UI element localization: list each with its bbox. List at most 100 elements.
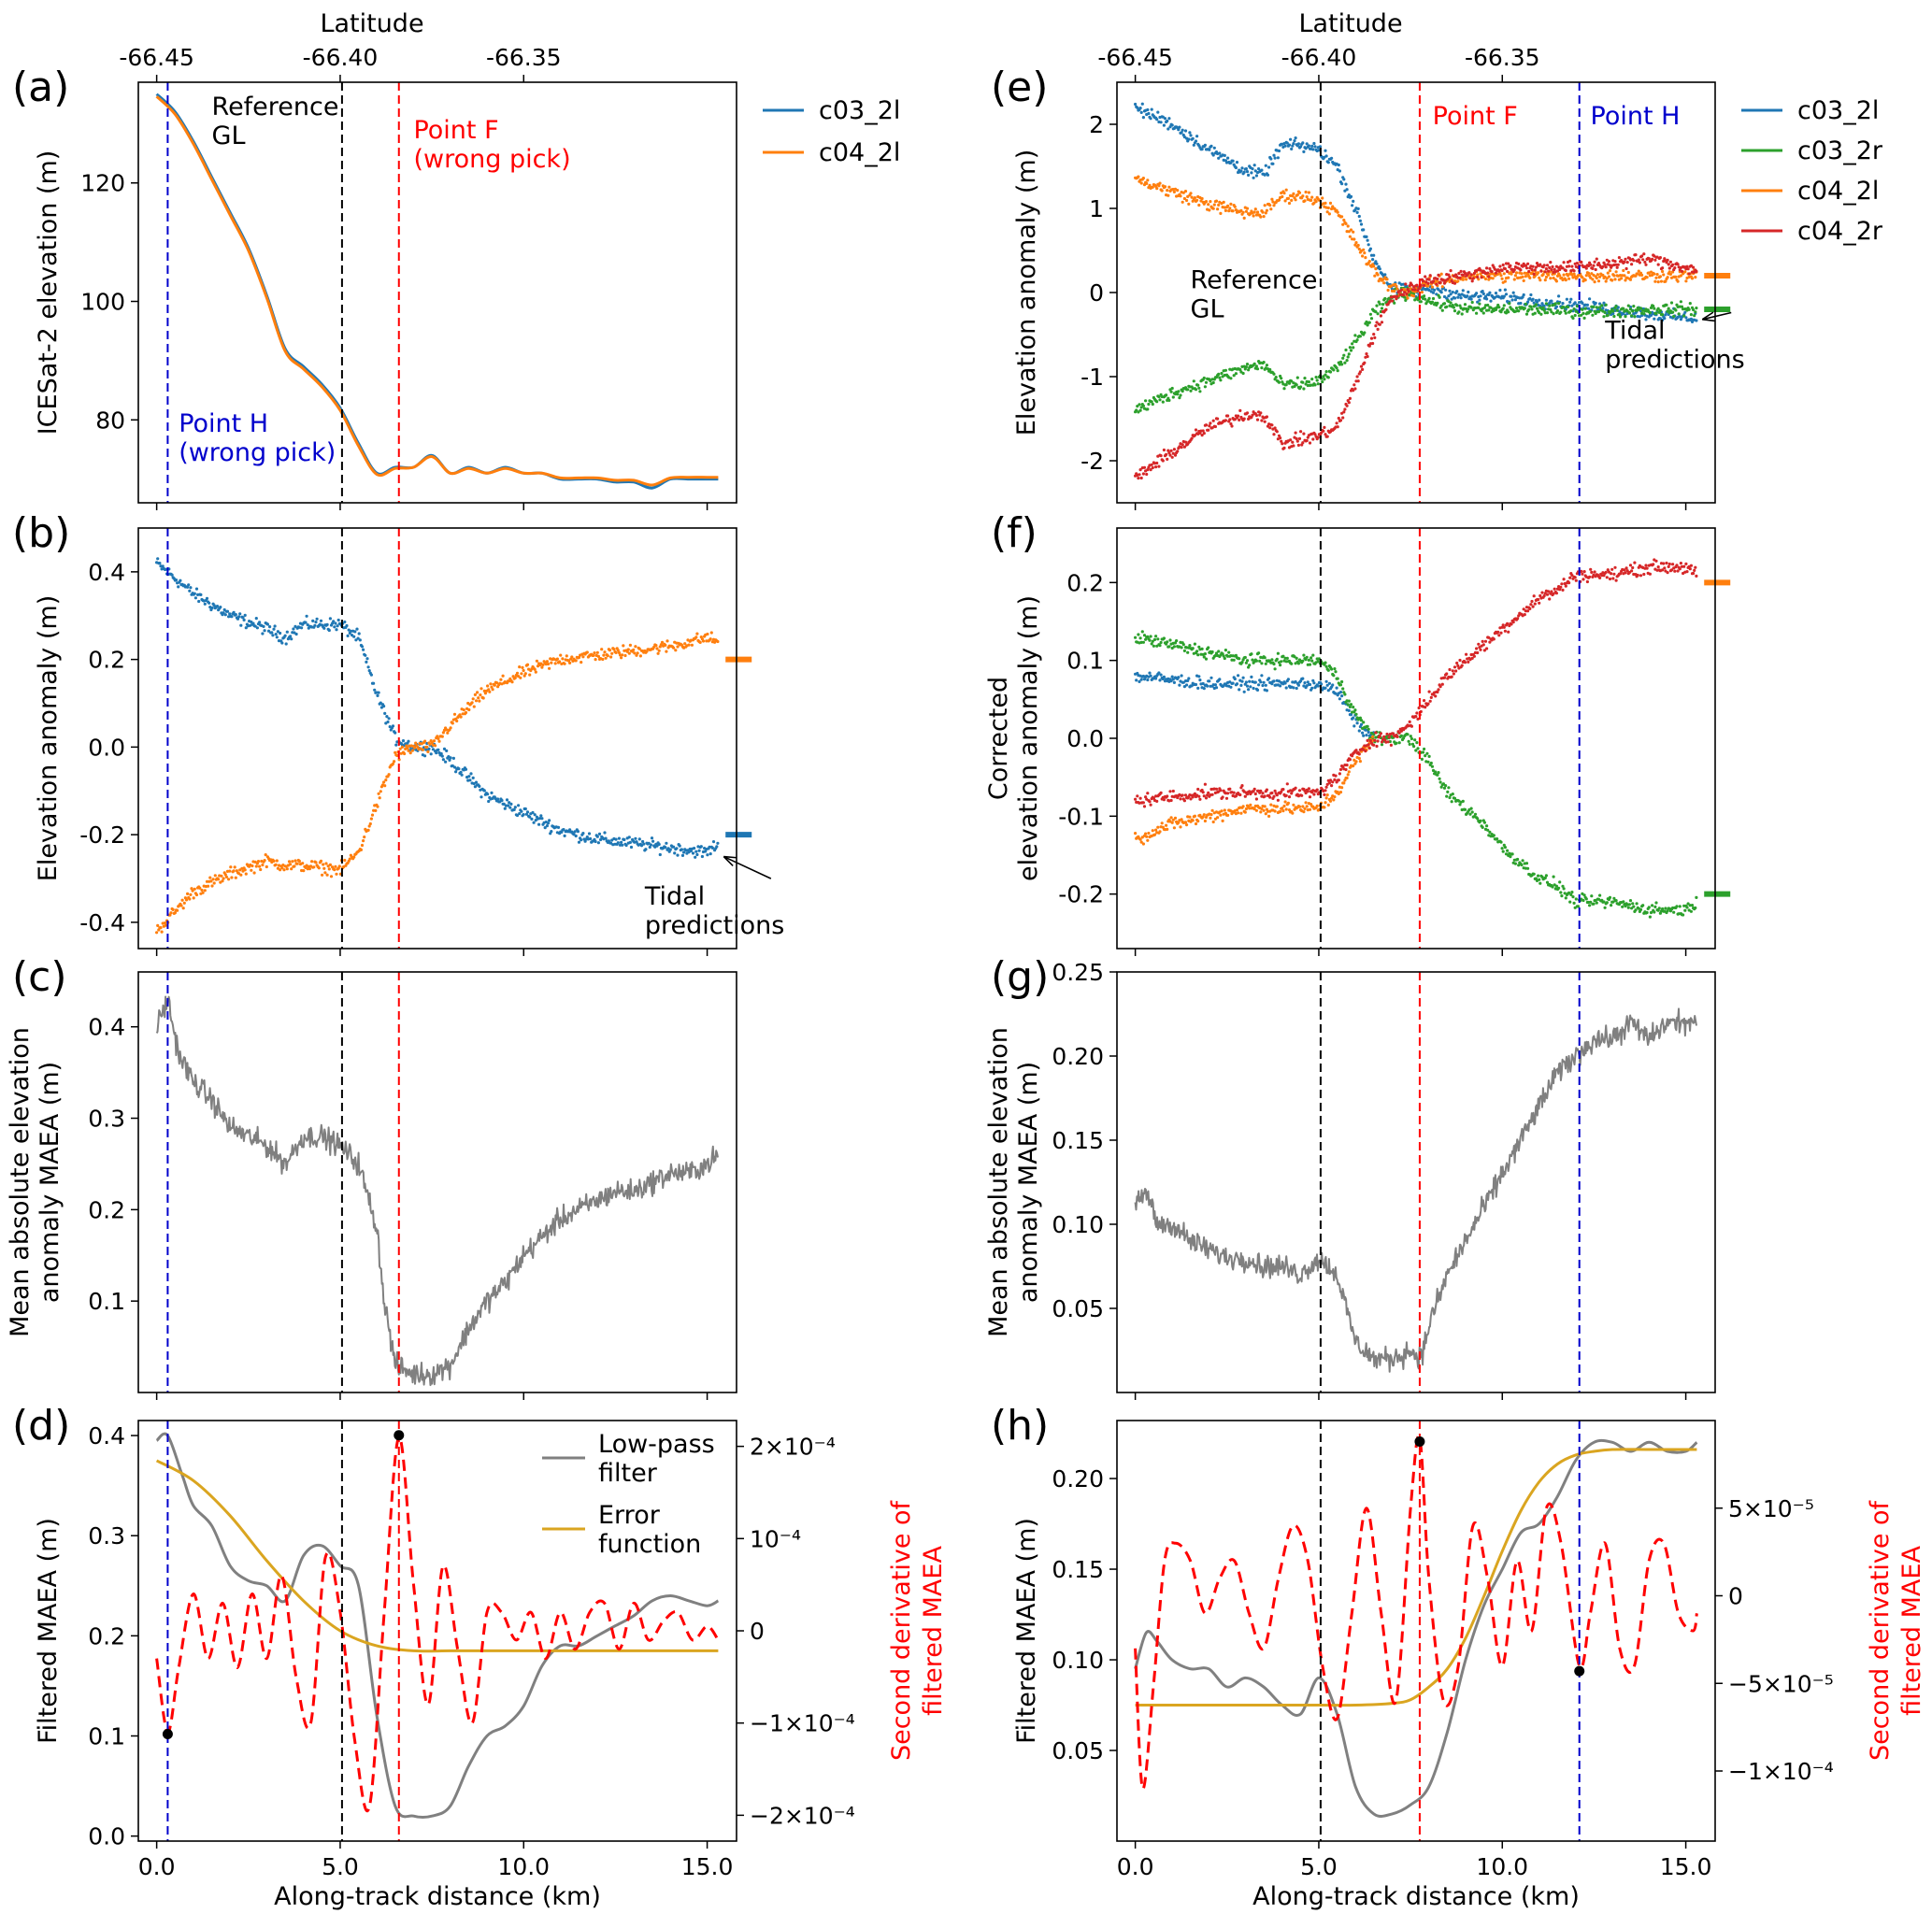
scatter-point (1268, 795, 1272, 799)
scatter-point (1519, 301, 1523, 306)
scatter-point (1381, 303, 1385, 307)
scatter-point (1625, 569, 1629, 573)
scatter-point (1172, 826, 1176, 830)
scatter-point (1503, 267, 1507, 271)
scatter-point (589, 836, 593, 841)
scatter-point (693, 847, 696, 850)
scatter-point (1395, 284, 1398, 288)
scatter-point (1661, 313, 1665, 317)
scatter-point (1566, 305, 1570, 309)
scatter-point (1376, 312, 1380, 316)
scatter-point (592, 653, 595, 658)
scatter-point (1553, 302, 1557, 306)
scatter-point (1287, 381, 1292, 385)
scatter-point (626, 648, 630, 651)
scatter-point (334, 621, 337, 625)
scatter-point (220, 874, 223, 878)
scatter-point (1412, 745, 1416, 749)
line-error-function (155, 1459, 719, 1653)
scatter-point (1181, 191, 1185, 194)
scatter-point (1384, 307, 1388, 311)
scatter-point (1191, 387, 1195, 391)
scatter-point (1550, 299, 1553, 303)
scatter-point (1661, 269, 1665, 274)
scatter-point (1359, 719, 1364, 722)
scatter-point (471, 697, 475, 701)
scatter-point (1481, 292, 1485, 295)
scatter-point (319, 619, 323, 622)
scatter-point (1424, 706, 1427, 709)
scatter-point (1452, 306, 1455, 309)
scatter-point (1632, 305, 1636, 308)
scatter-point (1282, 387, 1286, 391)
scatter-point (1596, 273, 1599, 277)
scatter-point (1362, 248, 1366, 251)
scatter-point (1589, 567, 1593, 571)
scatter-point (1282, 446, 1286, 450)
scatter-point (1382, 735, 1386, 738)
scatter-point (1640, 273, 1644, 277)
scatter-point (1661, 318, 1665, 322)
scatter-point (1480, 276, 1483, 279)
scatter-point (353, 630, 357, 634)
scatter-point (473, 693, 477, 697)
scatter-point (595, 835, 599, 838)
scatter-point (1305, 655, 1309, 659)
scatter-point (1514, 307, 1519, 310)
scatter-point (1180, 131, 1183, 135)
scatter-point (1341, 356, 1345, 360)
scatter-point (530, 817, 534, 821)
scatter-point (1645, 910, 1649, 915)
scatter-point (1614, 899, 1618, 903)
scatter-point (1141, 404, 1145, 407)
scatter-point (603, 831, 607, 835)
scatter-point (1491, 277, 1495, 280)
extremum-point (394, 1430, 405, 1441)
panel-label: (c) (12, 953, 67, 1001)
scatter-point (472, 705, 476, 708)
scatter-point (618, 843, 623, 847)
scatter-point (541, 663, 545, 667)
scatter-point (1424, 297, 1427, 301)
scatter-point (1524, 862, 1529, 865)
scatter-point (430, 741, 434, 745)
scatter-point (1177, 390, 1181, 393)
scatter-point (1243, 810, 1247, 814)
scatter-point (512, 807, 516, 812)
scatter-point (695, 632, 699, 636)
scatter-point (1193, 434, 1196, 437)
scatter-point (1518, 296, 1522, 300)
scatter-point (1136, 405, 1139, 408)
scatter-point (1357, 756, 1361, 761)
scatter-point (1463, 303, 1467, 307)
scatter-point (1624, 315, 1627, 319)
scatter-point (1598, 306, 1602, 309)
scatter-point (1273, 809, 1277, 813)
scatter-point (1211, 683, 1215, 687)
scatter-point (1583, 307, 1587, 310)
scatter-point (1318, 145, 1323, 149)
scatter-point (1468, 277, 1472, 280)
scatter-point (581, 832, 585, 835)
scatter-point (428, 742, 432, 746)
scatter-point (1693, 314, 1696, 318)
scatter-point (1434, 694, 1438, 698)
scatter-point (1506, 621, 1510, 625)
scatter-point (208, 876, 212, 879)
scatter-point (1487, 278, 1491, 281)
scatter-point (634, 645, 637, 649)
scatter-point (1679, 274, 1682, 278)
scatter-point (193, 596, 197, 600)
scatter-point (1596, 310, 1601, 314)
scatter-point (1449, 301, 1453, 305)
scatter-point (1439, 785, 1443, 789)
scatter-point (1352, 389, 1355, 393)
scatter-point (1292, 192, 1295, 195)
scatter-point (1557, 302, 1561, 306)
scatter-point (1137, 175, 1140, 179)
scatter-point (1560, 894, 1564, 898)
scatter-point (1494, 271, 1498, 275)
y2-tick-label: 0 (750, 1618, 765, 1645)
scatter-point (1240, 679, 1244, 683)
scatter-point (368, 821, 372, 826)
